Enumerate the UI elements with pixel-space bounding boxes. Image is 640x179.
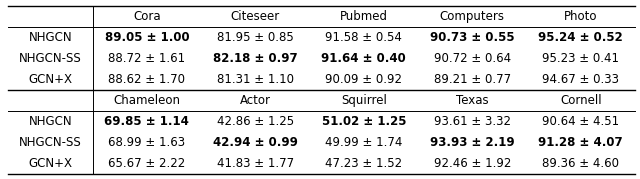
Text: 90.73 ± 0.55: 90.73 ± 0.55 [430,31,515,44]
Text: 89.05 ± 1.00: 89.05 ± 1.00 [104,31,189,44]
Text: 89.36 ± 4.60: 89.36 ± 4.60 [542,157,620,170]
Text: 49.99 ± 1.74: 49.99 ± 1.74 [325,136,403,149]
Text: Texas: Texas [456,94,488,107]
Text: Cora: Cora [133,10,161,23]
Text: 41.83 ± 1.77: 41.83 ± 1.77 [217,157,294,170]
Text: 91.64 ± 0.40: 91.64 ± 0.40 [321,52,406,65]
Text: Squirrel: Squirrel [341,94,387,107]
Text: 91.58 ± 0.54: 91.58 ± 0.54 [325,31,403,44]
Text: 95.23 ± 0.41: 95.23 ± 0.41 [542,52,620,65]
Text: 90.64 ± 4.51: 90.64 ± 4.51 [542,115,620,128]
Text: 94.67 ± 0.33: 94.67 ± 0.33 [542,73,620,86]
Text: Pubmed: Pubmed [340,10,388,23]
Text: GCN+X: GCN+X [28,73,72,86]
Text: Photo: Photo [564,10,598,23]
Text: 88.62 ± 1.70: 88.62 ± 1.70 [108,73,186,86]
Text: 81.31 ± 1.10: 81.31 ± 1.10 [217,73,294,86]
Text: NHGCN: NHGCN [29,115,72,128]
Text: 51.02 ± 1.25: 51.02 ± 1.25 [321,115,406,128]
Text: 93.61 ± 3.32: 93.61 ± 3.32 [434,115,511,128]
Text: 89.21 ± 0.77: 89.21 ± 0.77 [434,73,511,86]
Text: Computers: Computers [440,10,505,23]
Text: 90.09 ± 0.92: 90.09 ± 0.92 [325,73,403,86]
Text: 95.24 ± 0.52: 95.24 ± 0.52 [538,31,623,44]
Text: 69.85 ± 1.14: 69.85 ± 1.14 [104,115,189,128]
Text: 68.99 ± 1.63: 68.99 ± 1.63 [108,136,186,149]
Text: NHGCN: NHGCN [29,31,72,44]
Text: Citeseer: Citeseer [231,10,280,23]
Text: 65.67 ± 2.22: 65.67 ± 2.22 [108,157,186,170]
Text: 90.72 ± 0.64: 90.72 ± 0.64 [434,52,511,65]
Text: 93.93 ± 2.19: 93.93 ± 2.19 [430,136,515,149]
Text: Actor: Actor [240,94,271,107]
Text: 91.28 ± 4.07: 91.28 ± 4.07 [538,136,623,149]
Text: NHGCN-SS: NHGCN-SS [19,136,82,149]
Text: 42.94 ± 0.99: 42.94 ± 0.99 [213,136,298,149]
Text: NHGCN-SS: NHGCN-SS [19,52,82,65]
Text: 42.86 ± 1.25: 42.86 ± 1.25 [217,115,294,128]
Text: 92.46 ± 1.92: 92.46 ± 1.92 [434,157,511,170]
Text: 81.95 ± 0.85: 81.95 ± 0.85 [217,31,294,44]
Text: Cornell: Cornell [560,94,602,107]
Text: 88.72 ± 1.61: 88.72 ± 1.61 [108,52,186,65]
Text: Chameleon: Chameleon [113,94,180,107]
Text: 82.18 ± 0.97: 82.18 ± 0.97 [213,52,298,65]
Text: 47.23 ± 1.52: 47.23 ± 1.52 [325,157,403,170]
Text: GCN+X: GCN+X [28,157,72,170]
